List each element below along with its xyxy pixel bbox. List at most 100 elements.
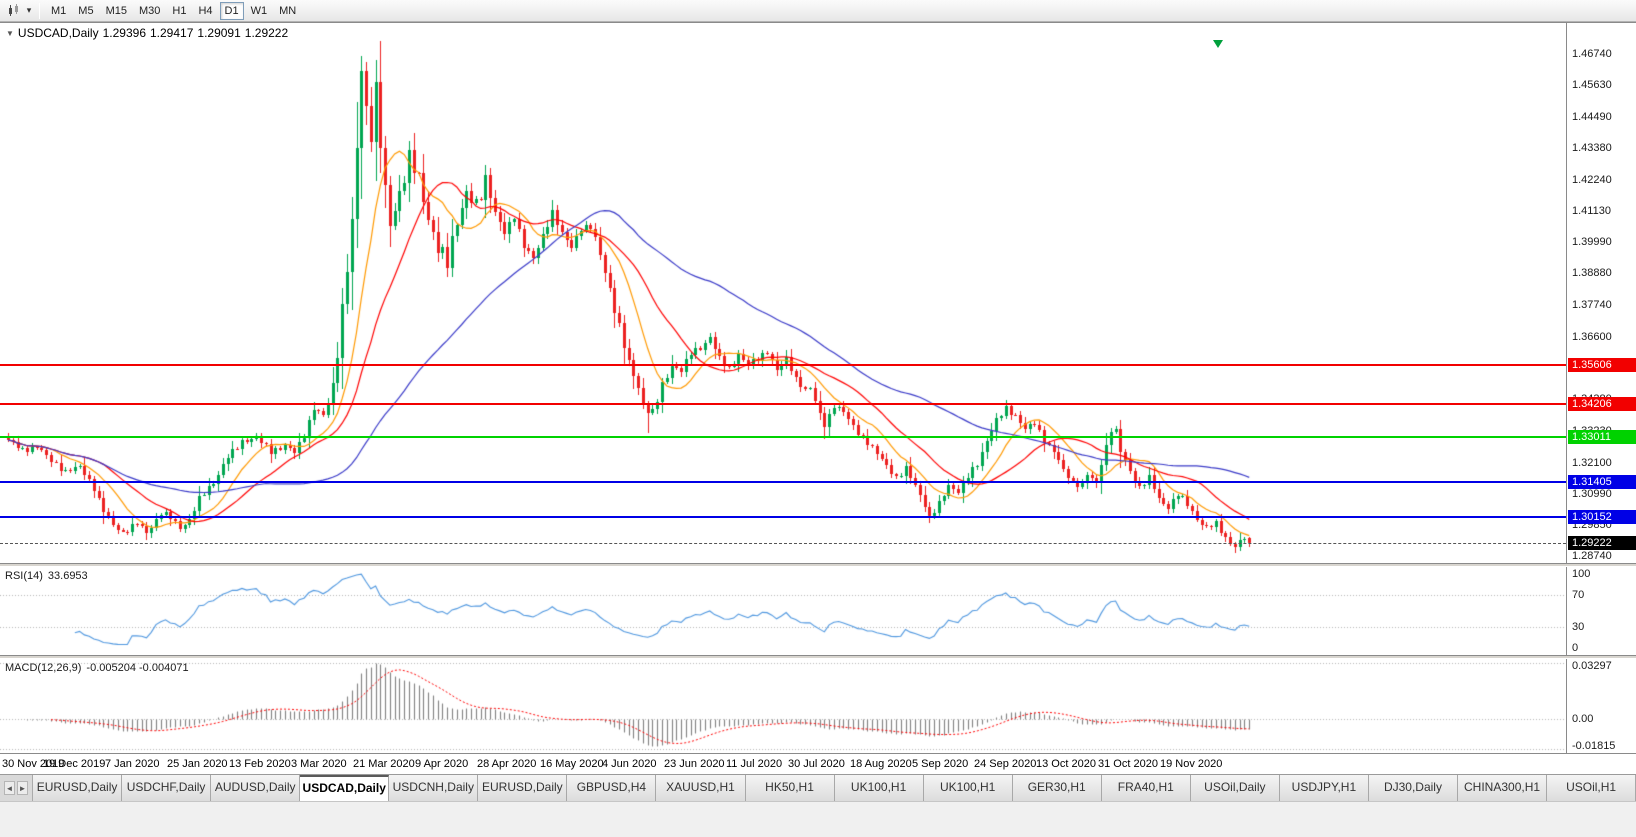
low-value: 1.29091 <box>197 26 241 40</box>
close-value: 1.29222 <box>244 26 289 40</box>
price-axis-label: 1.41130 <box>1572 205 1611 217</box>
rsi-axis-label: 100 <box>1572 568 1591 580</box>
price-axis-label: 1.44490 <box>1572 111 1612 123</box>
macd-axis-label: 0.00 <box>1572 713 1594 725</box>
timeframe-button-d1[interactable]: D1 <box>219 1 244 20</box>
high-value: 1.29417 <box>150 26 194 40</box>
date-axis-label: 31 Oct 2020 <box>1098 758 1158 770</box>
date-axis-label: 11 Jul 2020 <box>726 758 783 770</box>
timeframe-button-h4[interactable]: H4 <box>198 4 213 17</box>
chart-tab-9-uk100-h1[interactable]: UK100,H1 <box>834 775 924 801</box>
date-axis-label: 9 Apr 2020 <box>415 758 469 770</box>
rsi-indicator-label: RSI(14) 33.6953 <box>5 570 93 582</box>
price-axis[interactable]: 1.46740 1.45630 1.44490 1.43380 1.42240 1.411… <box>1566 23 1636 753</box>
timeframe-button-mn[interactable]: MN <box>279 4 297 17</box>
line-price-badge-1.31405: 1.31405 <box>1568 475 1636 489</box>
chart-tabs: EURUSD,Daily USDCHF,Daily AUDUSD,Daily USDC… <box>33 775 1636 801</box>
chart-tab-bar: ◄ ► EURUSD,Daily USDCHF,Daily AUDUSD,Daily… <box>0 774 1636 801</box>
chart-canvas[interactable] <box>0 23 1566 753</box>
price-axis-label: 1.43380 <box>1572 142 1612 154</box>
macd-name: MACD(12,26,9) <box>5 662 82 674</box>
line-price-badge-1.34206: 1.34206 <box>1568 397 1636 411</box>
price-axis-label: 1.30990 <box>1572 488 1612 500</box>
timeframe-button-m30[interactable]: M30 <box>138 4 161 17</box>
date-axis[interactable]: 30 Nov 2019 19 Dec 2019 7 Jan 2020 25 Jan 2… <box>0 753 1636 775</box>
chart-shift-marker-icon[interactable] <box>1213 40 1223 48</box>
chart-tab-4-usdcnh-daily[interactable]: USDCNH,Daily <box>389 775 479 801</box>
price-axis-label: 1.45630 <box>1572 79 1612 91</box>
chart-tab-11-ger30-h1[interactable]: GER30,H1 <box>1012 775 1102 801</box>
timeframe-button-m5[interactable]: M5 <box>78 4 94 17</box>
open-value: 1.29396 <box>102 26 146 40</box>
date-axis-label: 13 Feb 2020 <box>229 758 291 770</box>
rsi-value: 33.6953 <box>47 570 88 582</box>
timeframe-buttons: M1 M5 M15 M30 H1 H4 D1 W1 MN <box>45 1 302 20</box>
chart-tab-16-china300-h1[interactable]: CHINA300,H1 <box>1458 775 1548 801</box>
date-axis-label: 16 May 2020 <box>540 758 604 770</box>
tab-scroll-left-icon[interactable]: ◄ <box>4 781 15 795</box>
chart-tab-0-eurusd-daily[interactable]: EURUSD,Daily <box>33 775 123 801</box>
date-axis-label: 7 Jan 2020 <box>105 758 160 770</box>
chart-tab-15-dj30-daily[interactable]: DJ30,Daily <box>1368 775 1458 801</box>
chart-tab-7-xauusd-h1[interactable]: XAUUSD,H1 <box>656 775 746 801</box>
timeframe-button-m15[interactable]: M15 <box>105 4 127 17</box>
timeframe-button-w1[interactable]: W1 <box>250 4 268 17</box>
line-price-badge-1.35606: 1.35606 <box>1568 358 1636 372</box>
rsi-axis-label: 30 <box>1572 621 1585 633</box>
price-axis-label: 1.42240 <box>1572 174 1612 186</box>
price-axis-label: 1.38880 <box>1572 267 1612 279</box>
chart-tab-17-usoil-h1[interactable]: USOil,H1 <box>1547 775 1636 801</box>
chart-tab-8-hk50-h1[interactable]: HK50,H1 <box>745 775 835 801</box>
chart-type-icon[interactable] <box>4 2 24 20</box>
chart-tab-13-usoil-daily[interactable]: USOil,Daily <box>1190 775 1280 801</box>
chart-tab-6-gbpusd-h4[interactable]: GBPUSD,H4 <box>567 775 657 801</box>
price-axis-label: 1.46740 <box>1572 48 1612 60</box>
timeframe-button-h1[interactable]: H1 <box>172 4 187 17</box>
price-axis-label: 1.36600 <box>1572 331 1612 343</box>
date-axis-label: 23 Jun 2020 <box>664 758 725 770</box>
macd-pane-divider[interactable] <box>0 655 1636 659</box>
macd-indicator-label: MACD(12,26,9) -0.005204 -0.004071 <box>5 662 194 674</box>
date-axis-label: 19 Nov 2020 <box>1160 758 1223 770</box>
date-axis-label: 30 Jul 2020 <box>788 758 845 770</box>
chart-tab-5-eurusd-daily[interactable]: EURUSD,Daily <box>478 775 568 801</box>
date-axis-label: 25 Jan 2020 <box>167 758 228 770</box>
chart-window: ▼ USDCAD,Daily 1.29396 1.29417 1.29091 1.2922… <box>0 22 1636 775</box>
macd-values: -0.005204 -0.004071 <box>86 662 189 674</box>
chart-tab-3-usdcad-daily[interactable]: USDCAD,Daily <box>300 775 390 801</box>
date-axis-label: 13 Oct 2020 <box>1036 758 1096 770</box>
timeframe-button-m1[interactable]: M1 <box>51 4 67 17</box>
tab-scroll-buttons: ◄ ► <box>0 775 33 801</box>
chart-tab-2-audusd-daily[interactable]: AUDUSD,Daily <box>211 775 301 801</box>
tab-scroll-right-icon[interactable]: ► <box>17 781 28 795</box>
symbol-period-label: USDCAD,Daily <box>17 26 99 40</box>
top-toolbar: ▾ M1 M5 M15 M30 H1 H4 D1 W1 MN <box>0 0 1636 22</box>
chart-tab-1-usdchf-daily[interactable]: USDCHF,Daily <box>122 775 212 801</box>
rsi-name: RSI(14) <box>5 570 43 582</box>
date-axis-label: 19 Dec 2019 <box>43 758 106 770</box>
chart-ohlc-header: ▼ USDCAD,Daily 1.29396 1.29417 1.29091 1.2922… <box>6 26 292 40</box>
current-price-badge: 1.29222 <box>1568 536 1636 550</box>
macd-axis-label: -0.01815 <box>1572 740 1616 752</box>
line-price-badge-1.33011: 1.33011 <box>1568 430 1636 444</box>
rsi-axis-label: 0 <box>1572 642 1579 654</box>
rsi-pane-divider[interactable] <box>0 563 1636 567</box>
price-axis-label: 1.39990 <box>1572 236 1612 248</box>
toolbar-separator <box>39 2 40 19</box>
collapse-triangle-icon[interactable]: ▼ <box>6 29 14 38</box>
date-axis-label: 30 Nov 2019 <box>2 758 65 770</box>
date-axis-label: 28 Apr 2020 <box>477 758 537 770</box>
chart-tab-10-uk100-h1[interactable]: UK100,H1 <box>923 775 1013 801</box>
macd-axis-label: 0.03297 <box>1572 660 1612 672</box>
price-axis-label: 1.28740 <box>1572 550 1612 562</box>
date-axis-label: 3 Mar 2020 <box>291 758 347 770</box>
date-axis-label: 18 Aug 2020 <box>850 758 912 770</box>
price-axis-label: 1.37740 <box>1572 299 1612 311</box>
date-axis-label: 21 Mar 2020 <box>353 758 415 770</box>
chart-tab-12-fra40-h1[interactable]: FRA40,H1 <box>1101 775 1191 801</box>
rsi-axis-label: 70 <box>1572 589 1585 601</box>
price-axis-label: 1.32100 <box>1572 457 1612 469</box>
chart-tab-14-usdjpy-h1[interactable]: USDJPY,H1 <box>1279 775 1369 801</box>
dropdown-caret-icon[interactable]: ▾ <box>26 5 32 15</box>
date-axis-label: 24 Sep 2020 <box>974 758 1037 770</box>
